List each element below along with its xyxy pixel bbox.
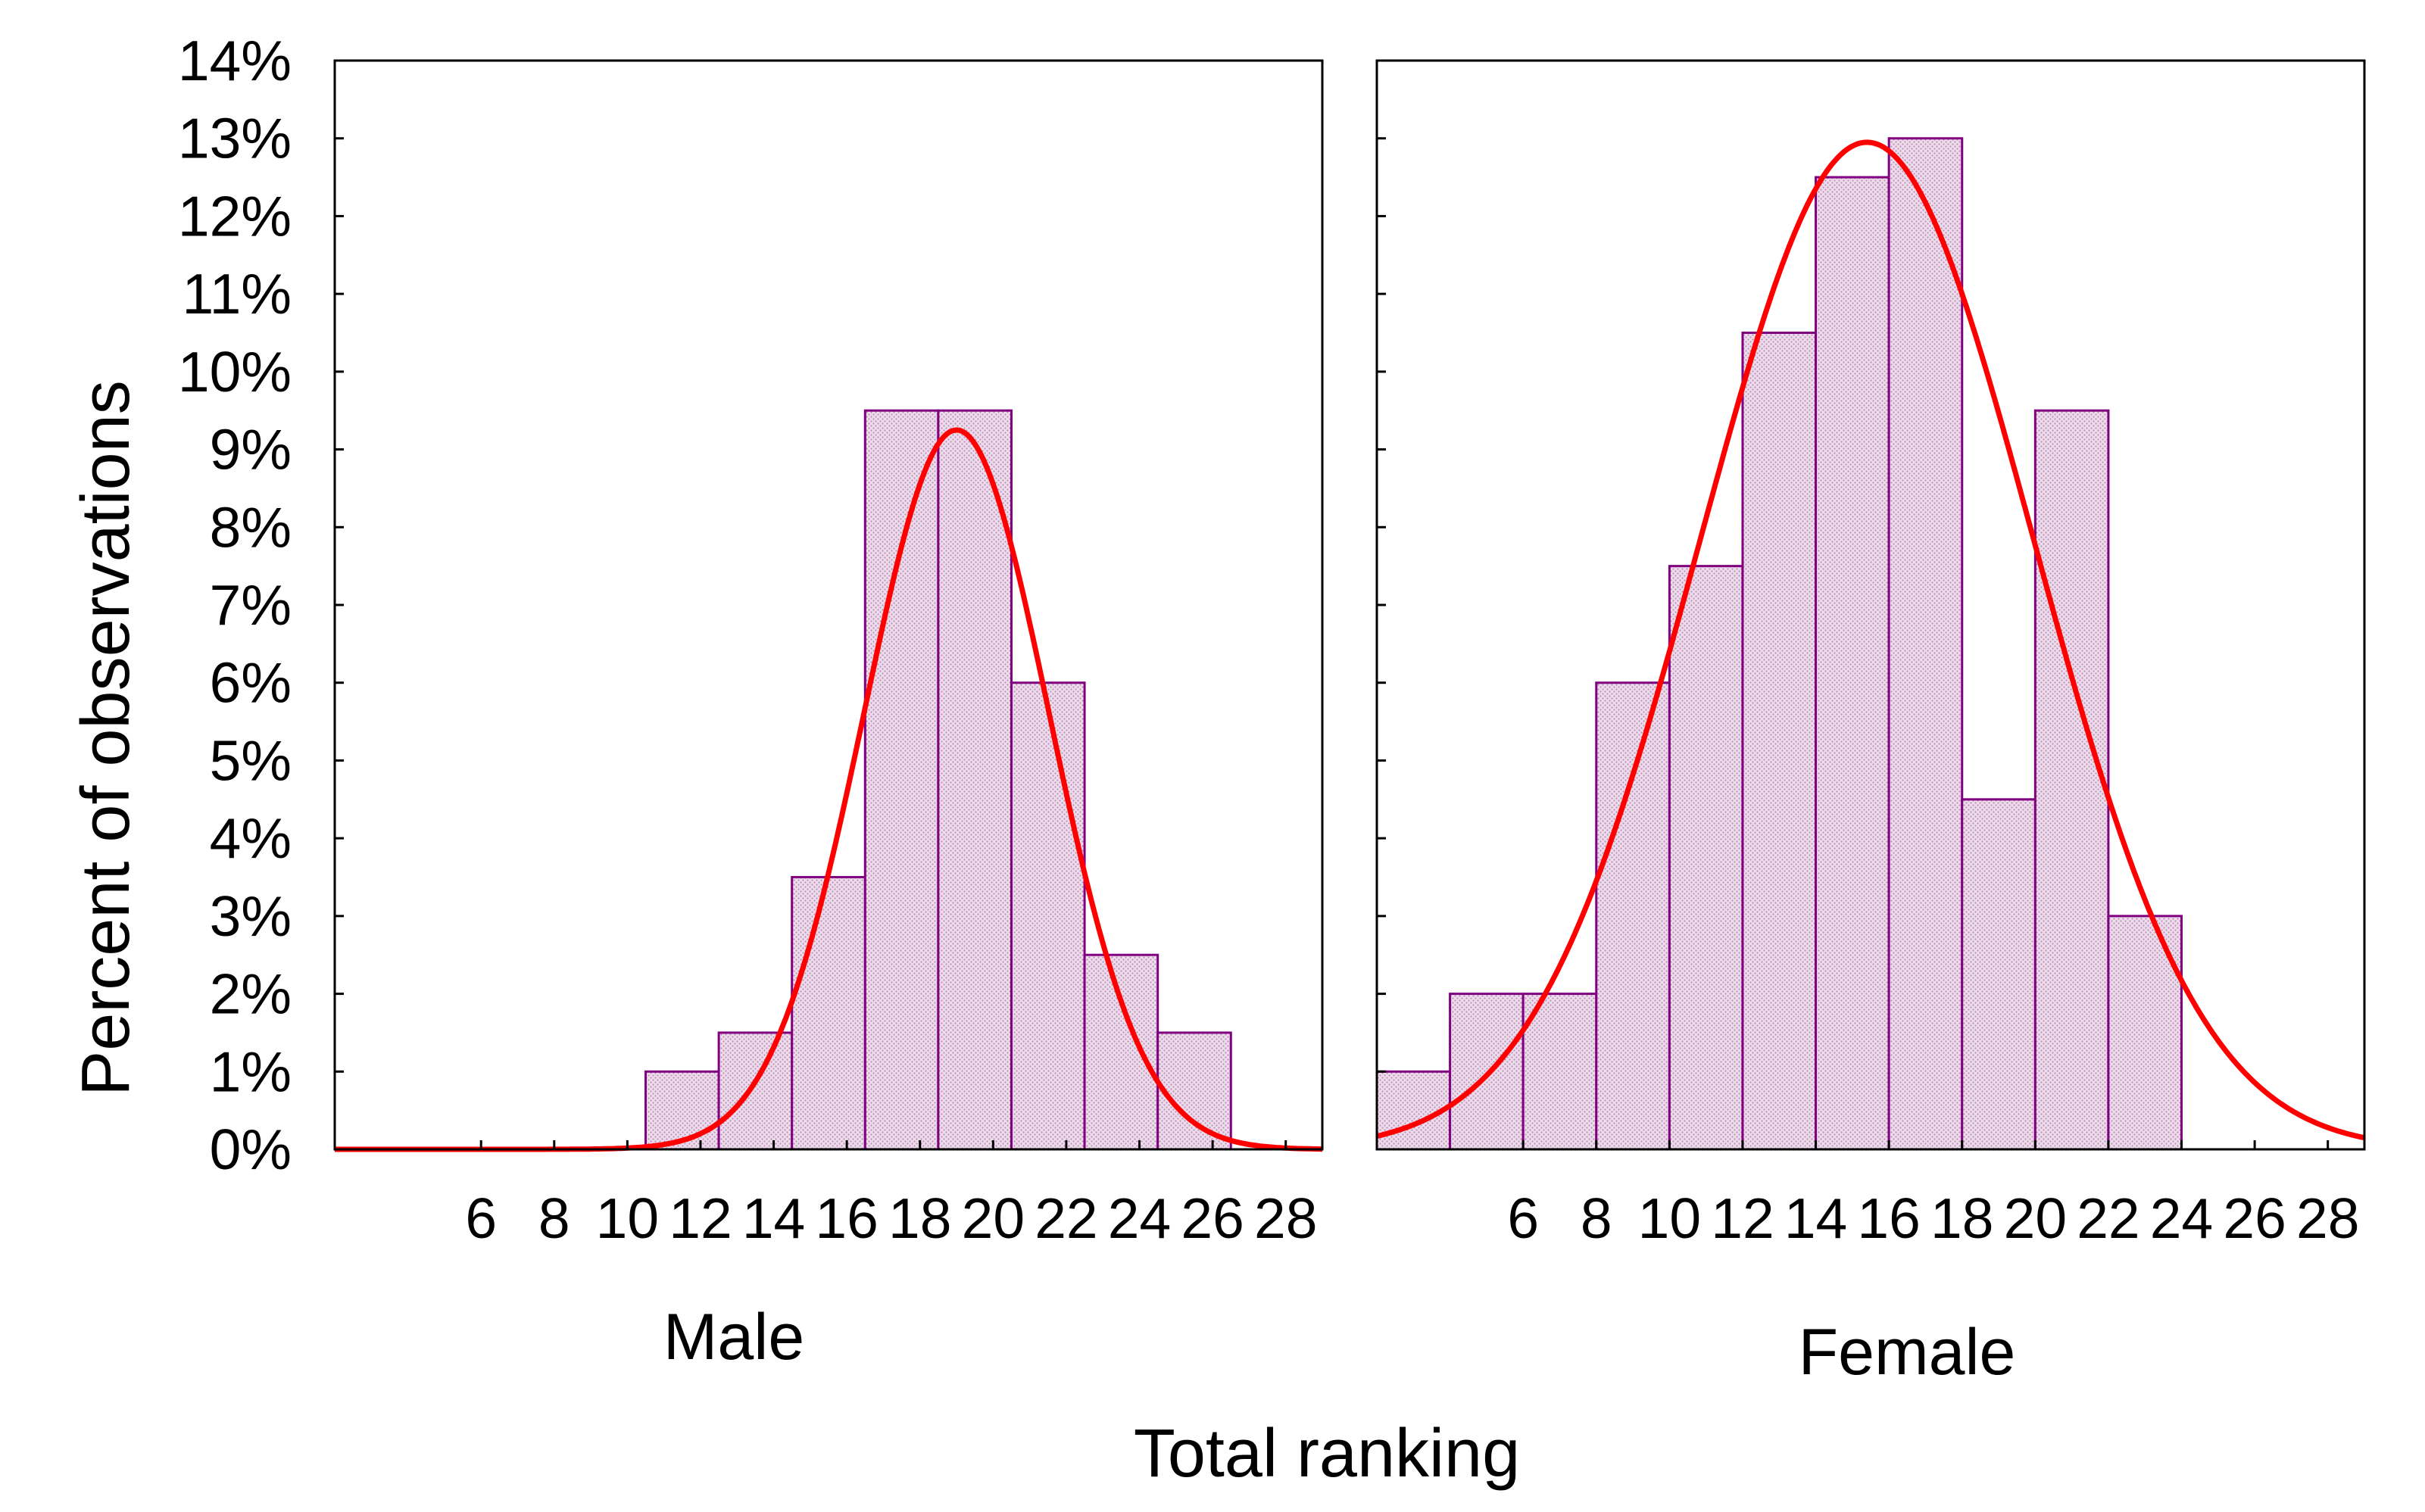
histogram-bar — [1741, 332, 1818, 1151]
normal-fit-curve — [1376, 139, 2365, 1141]
x-tick-label: 16 — [1857, 1186, 1920, 1250]
y-axis-title: Percent of observations — [68, 380, 144, 1096]
y-tick-label: 10% — [178, 340, 292, 404]
histogram-bar — [2107, 915, 2183, 1151]
y-tick-label: 3% — [210, 884, 292, 948]
histogram-bar — [1083, 953, 1159, 1151]
y-tick-label: 11% — [182, 262, 292, 326]
x-tick-label: 6 — [1507, 1186, 1539, 1250]
y-tick-label: 0% — [210, 1118, 292, 1181]
x-tick-label: 6 — [465, 1186, 497, 1250]
histogram-bar — [937, 409, 1013, 1151]
x-tick-label: 18 — [888, 1186, 951, 1250]
y-tick-label: 14% — [178, 29, 292, 92]
y-tick-label: 8% — [210, 495, 292, 559]
x-tick-label: 20 — [962, 1186, 1025, 1250]
x-tick-label: 28 — [1254, 1186, 1317, 1250]
x-tick-label: 18 — [1930, 1186, 1993, 1250]
y-tick-label: 12% — [178, 184, 292, 248]
female-panel: 6 8 10 12 14 16 18 20 22 24 26 28 Female — [1375, 59, 2366, 1389]
x-tick-label: 24 — [2150, 1186, 2213, 1250]
y-tick-label: 1% — [210, 1040, 292, 1103]
x-tick-label: 14 — [742, 1186, 805, 1250]
x-tick-label: 12 — [1711, 1186, 1774, 1250]
x-tick-label: 10 — [1638, 1186, 1701, 1250]
histogram-bar — [1887, 137, 1964, 1151]
x-axis-title: Total ranking — [1134, 1416, 1520, 1492]
x-tick-label: 8 — [1581, 1186, 1612, 1250]
y-tick-label: 5% — [210, 728, 292, 792]
histogram-bar — [1815, 176, 1890, 1151]
y-tick-label: 13% — [178, 107, 292, 170]
y-axis-tick-labels: 0% 1% 2% 3% 4% 5% 6% 7% 8% 9% 10% 11% 12% 13% 14% — [178, 29, 292, 1181]
histogram-bar — [1521, 993, 1598, 1151]
y-tick-label: 9% — [210, 418, 292, 482]
x-tick-label: 12 — [669, 1186, 732, 1250]
histogram-bar — [1010, 681, 1086, 1151]
y-tick-label: 6% — [210, 651, 292, 715]
x-tick-label: 26 — [2223, 1186, 2286, 1250]
x-tick-label: 22 — [1035, 1186, 1097, 1250]
panel-label: Female — [1799, 1316, 2016, 1389]
histogram-bar — [863, 409, 940, 1151]
x-tick-label: 10 — [596, 1186, 659, 1250]
histogram-bar — [2033, 409, 2110, 1151]
x-tick-label: 16 — [815, 1186, 878, 1250]
y-tick-label: 4% — [210, 806, 292, 870]
x-tick-label: 26 — [1181, 1186, 1244, 1250]
histogram-bar — [1961, 798, 2036, 1151]
histogram-bar — [717, 1031, 794, 1151]
x-tick-label: 28 — [2296, 1186, 2359, 1250]
x-tick-label: 20 — [2004, 1186, 2067, 1250]
x-tick-label: 24 — [1108, 1186, 1171, 1250]
y-tick-label: 2% — [210, 962, 292, 1026]
x-tick-label: 8 — [538, 1186, 570, 1250]
male-panel: 6 8 10 12 14 16 18 20 22 24 26 28 Male — [333, 59, 1324, 1373]
histogram-bar — [1449, 993, 1525, 1151]
histogram-bar — [1156, 1031, 1232, 1151]
panel-label: Male — [663, 1301, 804, 1373]
histogram-bar — [1668, 565, 1744, 1151]
y-tick-label: 7% — [210, 573, 292, 637]
histogram-bar — [1595, 681, 1671, 1151]
histogram-bar — [644, 1070, 720, 1151]
x-tick-label: 14 — [1784, 1186, 1847, 1250]
histogram-bar — [791, 876, 866, 1151]
x-tick-label: 22 — [2077, 1186, 2139, 1250]
